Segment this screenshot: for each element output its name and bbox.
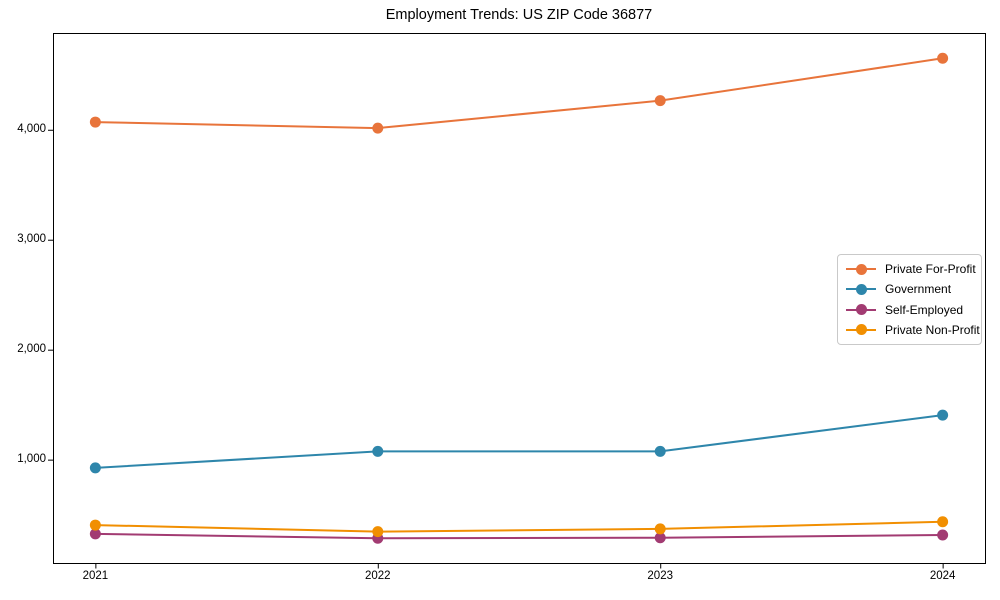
legend-marker-self-employed [846, 304, 876, 316]
legend-item: Government [846, 282, 975, 296]
y-tick-label-1: 2,000 [17, 342, 46, 355]
legend-label: Private Non-Profit [885, 322, 980, 337]
legend-marker-private-non-profit [846, 324, 876, 336]
legend-item: Private For-Profit [846, 262, 976, 277]
legend-label: Government [885, 282, 952, 297]
data-point [937, 52, 949, 64]
data-point [937, 529, 949, 541]
series-line-3 [95, 520, 943, 533]
data-point [654, 532, 666, 544]
plot-frame [53, 33, 986, 564]
x-tick-label-1: 2022 [364, 570, 391, 582]
legend-item: Private Non-Profit [846, 323, 980, 337]
series-line-2 [95, 532, 943, 540]
data-point [372, 526, 384, 538]
legend-marker-government [846, 283, 876, 295]
legend: Private For-Profit Government Self-Emplo… [837, 254, 982, 345]
data-point [654, 523, 666, 535]
data-point [89, 116, 101, 128]
data-point [937, 409, 949, 421]
data-point [372, 122, 384, 134]
y-tick-label-0: 1,000 [17, 452, 46, 465]
x-tick-label-3: 2024 [929, 570, 956, 582]
series-line-1 [95, 414, 943, 469]
x-tick-label-0: 2021 [82, 570, 109, 582]
y-tick-label-3: 4,000 [17, 122, 46, 135]
series-line-0 [95, 57, 943, 130]
x-tick-label-2: 2023 [647, 570, 673, 582]
data-point [654, 95, 666, 107]
data-point [654, 445, 666, 457]
chart-title: Employment Trends: US ZIP Code 36877 [385, 7, 653, 23]
legend-marker-private-for-profit [846, 263, 876, 275]
data-point [89, 528, 101, 540]
data-point [89, 519, 101, 531]
data-point [937, 516, 949, 528]
data-point [372, 445, 384, 457]
legend-item: Self-Employed [846, 303, 975, 317]
legend-label: Self-Employed [885, 302, 964, 317]
legend-label: Private For-Profit [885, 262, 976, 277]
y-tick-label-2: 3,000 [17, 232, 46, 245]
data-point [89, 462, 101, 474]
